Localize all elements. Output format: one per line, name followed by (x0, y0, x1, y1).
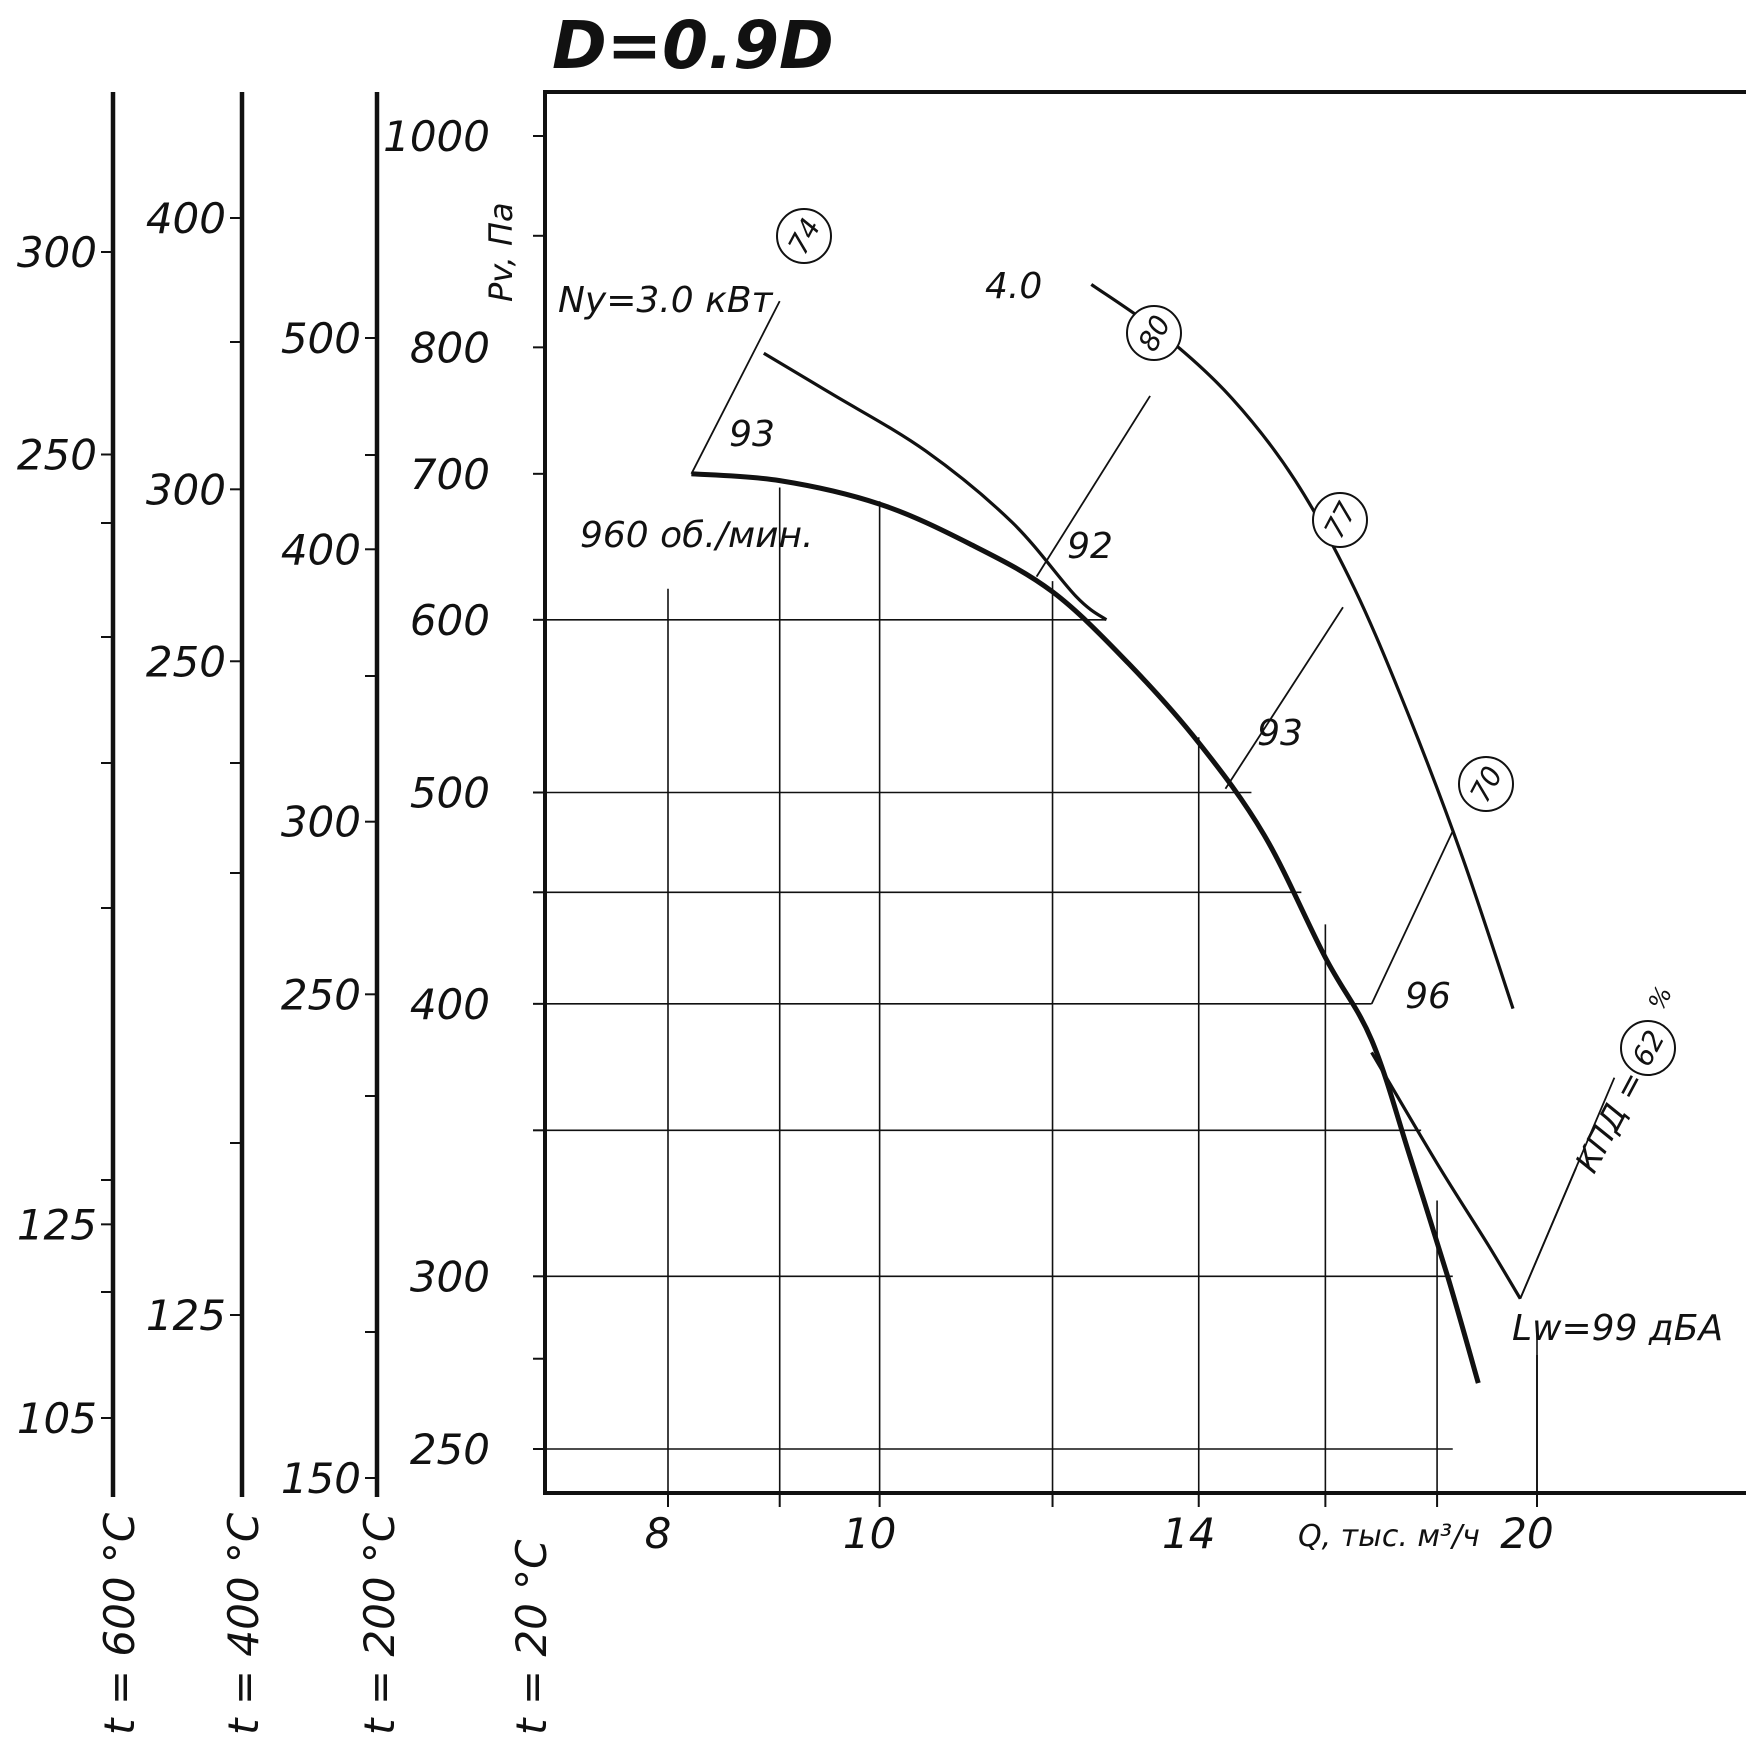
temperature-tick-label: 300 (281, 798, 361, 847)
y-tick-label: 500 (410, 769, 490, 818)
efficiency-circle (1620, 1020, 1676, 1076)
efficiency-circle (1458, 756, 1514, 812)
grid-lines (545, 487, 1538, 1493)
chart-title: D=0.9D (552, 7, 834, 84)
y-tick-label: 700 (410, 450, 490, 499)
y-tick-label: 300 (410, 1252, 490, 1301)
x-axis-label: Q, тыс. м³/ч (1298, 1519, 1480, 1554)
series-line (1370, 1051, 1522, 1300)
efficiency-value-label: 92 (1067, 526, 1113, 567)
efficiency-text-label: КПД = (1568, 1065, 1653, 1179)
x-tick-label: 14 (1162, 1509, 1215, 1558)
temperature-tick-label: 400 (281, 525, 361, 574)
x-tick-label: 20 (1500, 1509, 1553, 1558)
performance-curves (690, 283, 1616, 1493)
efficiency-value-label: 93 (1257, 713, 1303, 754)
temperature-tick-label: 105 (17, 1394, 97, 1443)
chart-axes (533, 90, 1746, 1507)
temperature-tick-label: 400 (146, 194, 226, 243)
temperature-tick-label: 250 (17, 430, 97, 479)
y-tick-label: 400 (410, 980, 490, 1029)
efficiency-line (1224, 606, 1344, 790)
temperature-tick-label: 250 (281, 970, 361, 1019)
temperature-tick-label: 300 (17, 228, 97, 277)
temperature-scale-label: t = 200 °C (355, 1512, 404, 1735)
temperature-tick-label: 250 (146, 637, 226, 686)
temperature-tick-label: 150 (281, 1454, 361, 1503)
series-line (762, 351, 1108, 622)
temperature-tick-label: 125 (146, 1291, 226, 1340)
temperature-scale-label: t = 20 °C (507, 1539, 556, 1735)
series-line (691, 471, 1481, 1384)
temperature-tick-label: 300 (146, 465, 226, 514)
power-label-2: 4.0 (985, 266, 1042, 307)
efficiency-circle (1312, 492, 1368, 548)
efficiency-circle (1126, 305, 1182, 361)
y-tick-label: 600 (410, 596, 490, 645)
efficiency-unit-label: % (1643, 982, 1678, 1015)
y-tick-label: 1000 (383, 112, 490, 161)
temperature-tick-label: 500 (281, 314, 361, 363)
y-tick-label: 250 (410, 1425, 490, 1474)
temperature-scale-label: t = 400 °C (219, 1512, 268, 1735)
temperature-scale-label: t = 600 °C (95, 1512, 144, 1735)
x-tick-label: 10 (843, 1509, 896, 1558)
efficiency-line (690, 300, 781, 475)
x-tick-label: 8 (645, 1509, 672, 1558)
efficiency-value-label: 93 (729, 414, 775, 455)
temperature-scales: t = 20 °C 150 250 300 400 500 t = 200 °C 125 250… (17, 92, 556, 1735)
efficiency-circle (776, 208, 832, 264)
efficiency-line (1370, 830, 1454, 1005)
y-axis-label: Pv, Па (482, 202, 520, 302)
y-tick-label: 800 (410, 323, 490, 372)
sound-label: Lw=99 дБА (1512, 1308, 1723, 1349)
efficiency-value-label: 96 (1405, 976, 1451, 1017)
efficiency-leader (1519, 1167, 1577, 1300)
series-line (1090, 283, 1515, 1010)
speed-label: 960 об./мин. (580, 515, 814, 556)
power-label-1: Ny=3.0 кВт (558, 280, 774, 321)
efficiency-line (1035, 395, 1151, 578)
temperature-tick-label: 125 (17, 1200, 97, 1249)
